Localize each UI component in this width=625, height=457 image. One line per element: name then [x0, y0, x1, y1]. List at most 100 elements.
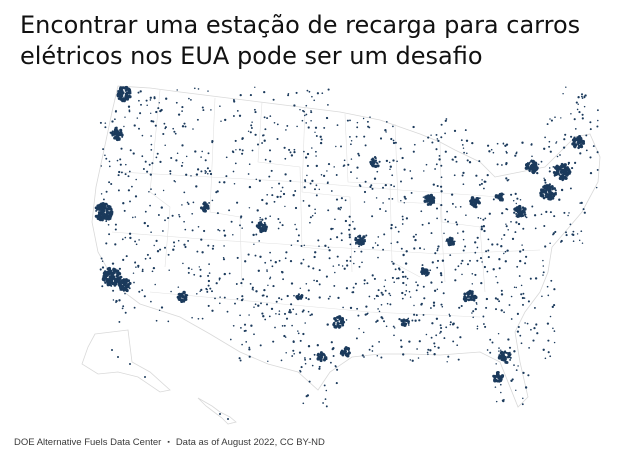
station-dot [482, 218, 485, 221]
station-dot [128, 232, 132, 235]
station-dot [521, 403, 524, 406]
station-dot [483, 265, 486, 269]
station-dot [178, 292, 182, 296]
station-dot [276, 123, 279, 126]
station-dot [148, 163, 151, 166]
station-dot [183, 122, 186, 125]
alaska-outline [81, 329, 171, 393]
station-dot [504, 351, 507, 354]
station-dot [336, 319, 339, 322]
station-dot [426, 203, 430, 206]
station-dot [390, 223, 393, 227]
station-dot [165, 97, 168, 100]
station-dot [100, 193, 103, 195]
station-dot [436, 247, 439, 250]
station-dot [489, 338, 492, 341]
station-dot [422, 313, 425, 316]
station-dot [293, 104, 296, 107]
station-dot [562, 92, 564, 95]
station-dot [342, 306, 344, 309]
station-dot [156, 152, 159, 155]
station-dot [348, 236, 351, 239]
station-dot [347, 350, 350, 352]
station-dot [554, 193, 557, 196]
station-clusters [94, 85, 586, 383]
station-dot [109, 131, 112, 134]
station-dot [248, 348, 251, 351]
station-dot [311, 214, 314, 217]
station-dot [149, 257, 152, 260]
station-dot [501, 355, 504, 359]
station-dot [285, 251, 288, 254]
station-dot [405, 290, 408, 292]
station-dot [440, 176, 443, 179]
station-dot [425, 333, 428, 336]
station-dot [589, 171, 593, 175]
station-dot [126, 279, 128, 282]
station-dot [384, 210, 387, 212]
station-dot [550, 186, 552, 188]
station-dot [322, 402, 324, 404]
station-dot [316, 92, 320, 95]
station-dot [522, 227, 525, 230]
station-dot [485, 306, 488, 309]
station-dot [158, 102, 160, 104]
station-dot [285, 317, 289, 320]
station-dot [558, 174, 561, 177]
station-dot [248, 346, 251, 349]
station-dot [446, 361, 448, 363]
station-dot [327, 163, 331, 166]
station-dot [426, 351, 429, 354]
station-dot [514, 231, 517, 234]
station-dot [463, 292, 467, 296]
station-dot [528, 170, 531, 173]
station-dot [571, 167, 574, 170]
station-dot [116, 273, 120, 277]
station-dot [119, 97, 124, 101]
station-dot [171, 214, 174, 217]
station-dot [488, 212, 491, 215]
station-dot [580, 230, 583, 233]
station-dot [223, 245, 225, 247]
station-dot [154, 193, 157, 196]
station-dot [315, 135, 318, 137]
station-dot [116, 94, 121, 98]
station-dot [410, 177, 413, 180]
station-dot [123, 284, 126, 287]
station-dot [563, 138, 566, 141]
station-dot [184, 297, 188, 302]
station-dot [349, 256, 352, 258]
station-dot [122, 202, 125, 205]
station-dot [301, 294, 304, 297]
station-dot [309, 221, 311, 224]
station-dot [439, 272, 443, 275]
station-dot [403, 324, 406, 327]
station-dot [187, 203, 190, 205]
station-dot [402, 275, 405, 278]
station-dot [573, 118, 576, 121]
station-dot [340, 232, 343, 235]
station-dot [451, 323, 455, 326]
station-dot [406, 277, 409, 280]
station-dot [410, 191, 413, 194]
station-dot [385, 325, 388, 328]
station-dot [122, 305, 125, 308]
station-dot [108, 212, 112, 216]
station-dot [408, 290, 411, 293]
station-dot [340, 206, 342, 209]
station-dot [495, 400, 498, 403]
station-dot [375, 294, 379, 298]
station-dot [363, 135, 366, 138]
station-dot [579, 142, 583, 145]
station-dot [468, 161, 472, 164]
station-dot [117, 356, 119, 358]
station-dot [444, 150, 447, 153]
station-dot [155, 156, 158, 159]
station-dot [129, 149, 132, 152]
station-dot [334, 218, 336, 221]
station-dot [270, 169, 273, 172]
station-dot [113, 278, 117, 282]
station-dot [229, 338, 232, 341]
station-dot [476, 325, 479, 328]
station-dot [117, 97, 121, 101]
